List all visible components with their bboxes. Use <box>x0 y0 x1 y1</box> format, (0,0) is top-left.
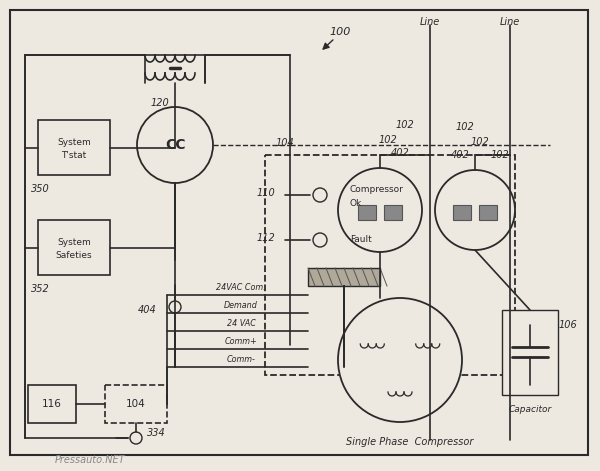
Text: 102: 102 <box>491 150 509 160</box>
Circle shape <box>313 233 327 247</box>
Bar <box>38 220 110 275</box>
Circle shape <box>169 301 181 313</box>
Text: 404: 404 <box>137 305 157 315</box>
Text: 100: 100 <box>329 27 350 37</box>
Text: Comm-: Comm- <box>227 356 256 365</box>
Bar <box>384 205 402 220</box>
Text: 402: 402 <box>451 150 469 160</box>
Text: 110: 110 <box>256 188 275 198</box>
Text: 402: 402 <box>391 148 409 158</box>
Circle shape <box>313 188 327 202</box>
Bar <box>308 268 380 286</box>
Bar <box>265 155 515 375</box>
Text: 334: 334 <box>146 428 166 438</box>
Bar <box>358 205 376 220</box>
Text: 104: 104 <box>126 399 146 409</box>
Text: Comm+: Comm+ <box>224 338 257 347</box>
Bar <box>453 205 471 220</box>
Text: Line: Line <box>420 17 440 27</box>
Circle shape <box>338 298 462 422</box>
Text: System: System <box>57 238 91 247</box>
Text: 106: 106 <box>559 320 577 330</box>
Circle shape <box>338 168 422 252</box>
Text: Capacitor: Capacitor <box>508 406 551 414</box>
Text: Safeties: Safeties <box>56 251 92 260</box>
Text: System: System <box>57 138 91 147</box>
Text: Single Phase  Compressor: Single Phase Compressor <box>346 437 473 447</box>
Text: 350: 350 <box>31 184 49 194</box>
Text: Ok: Ok <box>350 198 362 208</box>
Circle shape <box>137 107 213 183</box>
Text: 102: 102 <box>379 135 397 145</box>
Text: 352: 352 <box>31 284 49 294</box>
Text: 120: 120 <box>151 98 169 108</box>
Bar <box>28 385 76 423</box>
Circle shape <box>435 170 515 250</box>
Text: CC: CC <box>165 138 185 152</box>
Text: Compressor: Compressor <box>350 186 404 195</box>
Text: 24VAC Com.: 24VAC Com. <box>216 284 266 292</box>
Text: T'stat: T'stat <box>61 151 86 160</box>
Text: 102: 102 <box>455 122 475 132</box>
Circle shape <box>130 432 142 444</box>
Text: 102: 102 <box>470 137 490 147</box>
Text: Pressauto.NET: Pressauto.NET <box>55 455 125 465</box>
Bar <box>502 310 558 395</box>
Text: Line: Line <box>500 17 520 27</box>
Bar <box>38 120 110 175</box>
Text: Fault: Fault <box>350 235 372 244</box>
Text: 104: 104 <box>275 138 295 148</box>
Text: 116: 116 <box>42 399 62 409</box>
Text: 24 VAC: 24 VAC <box>227 319 256 328</box>
Text: Demand: Demand <box>224 301 258 310</box>
Text: 102: 102 <box>395 120 415 130</box>
Text: 112: 112 <box>256 233 275 243</box>
Bar <box>479 205 497 220</box>
Bar <box>105 385 167 423</box>
